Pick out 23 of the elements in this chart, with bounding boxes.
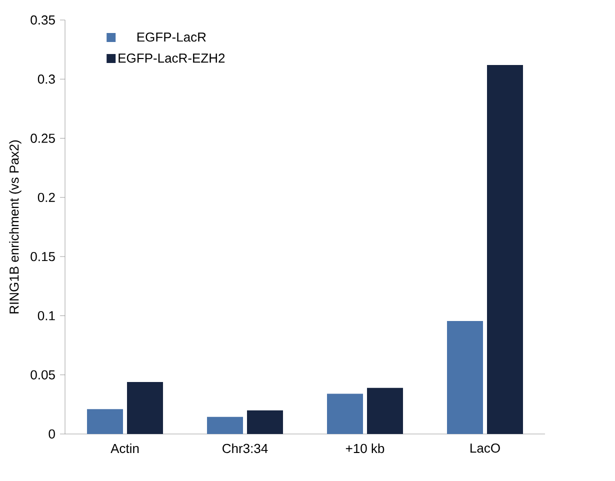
bar [367,388,404,434]
y-tick-label: 0.25 [30,134,55,143]
bar [87,409,124,434]
x-tick-label: +10 kb [346,444,384,454]
y-tick-label: 0.15 [30,252,55,262]
bar [247,410,284,434]
bar [447,321,483,434]
y-tick-label: 0.2 [38,192,55,202]
x-tick-label: Actin [110,444,139,454]
x-tick-label: LacO [470,444,500,453]
y-tick-label: 0.05 [30,370,55,380]
bar [487,64,523,434]
bar [327,394,364,434]
y-tick-label: 0.3 [38,74,55,84]
y-tick-label: 0.1 [38,311,55,320]
y-tick-label: 0 [48,429,55,439]
y-tick-label: 0.35 [30,15,55,25]
y-axis-title: RING1B enrichment (vs Pax2) [9,140,22,314]
bar [207,416,244,434]
x-tick-label: Chr3:34 [222,444,268,454]
legend-label: EGFP-LacR-EZH2 [118,54,225,63]
bar [127,382,164,434]
legend-label: EGFP-LacR [137,32,206,42]
